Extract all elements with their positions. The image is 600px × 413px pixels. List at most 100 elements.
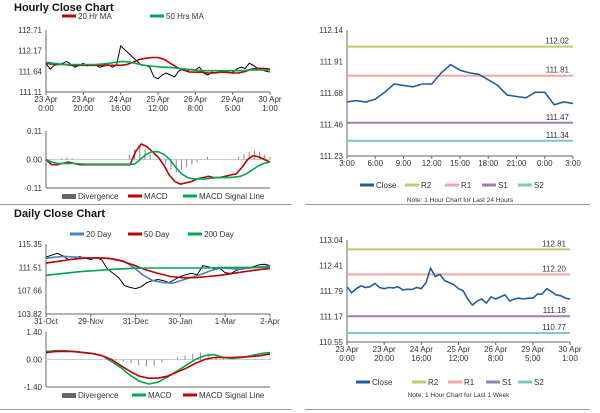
x-tick-label: 26 Apr <box>184 95 207 104</box>
legend-swatch <box>62 194 76 199</box>
x-tick-label: 1-Mar <box>215 317 236 326</box>
x-tick-label: 20:00 <box>374 354 395 363</box>
y-tick-label: 111.64 <box>19 67 43 76</box>
x-tick-label: 5:00 <box>225 104 241 113</box>
legend-label: 50 Hrs MA <box>166 12 204 21</box>
legend-swatch <box>62 393 76 398</box>
x-tick-label: 23 Apr <box>373 345 396 354</box>
x-tick-label: 18:00 <box>478 159 499 168</box>
x-tick-label: 31-Oct <box>34 317 59 326</box>
x-tick-label: 16:00 <box>411 354 432 363</box>
legend-label: S2 <box>534 378 544 387</box>
x-tick-label: 0:00 <box>537 159 553 168</box>
y-tick-label: 112.17 <box>18 47 42 56</box>
x-tick-label: 23 Apr <box>72 95 95 104</box>
series-macd-signal-line <box>45 350 271 380</box>
hourly-section-title: Hourly Close Chart <box>14 2 114 14</box>
x-tick-label: 23 Apr <box>335 345 358 354</box>
legend-label: Divergence <box>78 391 119 400</box>
x-tick-label: 12:00 <box>422 159 443 168</box>
level-label: 112.20 <box>542 264 566 273</box>
x-tick-label: 1:00 <box>262 104 278 113</box>
x-tick-label: 25 Apr <box>146 95 169 104</box>
divider <box>305 204 590 205</box>
y-tick-label: 0.00 <box>26 356 42 365</box>
legend-label: S2 <box>534 181 544 190</box>
legend-label: MACD Signal Line <box>199 192 265 201</box>
legend-label: MACD Signal Line <box>199 391 265 400</box>
y-tick-label: 112.71 <box>18 26 42 35</box>
y-tick-label: 111.17 <box>320 313 344 322</box>
x-tick-label: 29 Apr <box>221 95 244 104</box>
level-label: 111.81 <box>546 66 570 75</box>
x-tick-label: 3:00 <box>565 159 581 168</box>
level-label: 112.02 <box>545 37 569 46</box>
legend-label: MACD <box>148 391 172 400</box>
legend-label: 20 Hr MA <box>78 12 112 21</box>
chart-note: Note: 1 Hour Chart for Last 24 Hours <box>407 197 514 204</box>
legend-label: R2 <box>428 378 439 387</box>
y-tick-label: 111.68 <box>320 89 344 98</box>
y-tick-label: 110.55 <box>319 338 343 347</box>
y-tick-label: 111.46 <box>320 121 344 130</box>
divider <box>305 409 590 410</box>
x-tick-label: 16:00 <box>111 104 132 113</box>
series-close <box>45 44 271 80</box>
y-tick-label: 0.00 <box>26 156 42 165</box>
x-tick-label: 5:00 <box>525 354 541 363</box>
y-tick-label: 111.79 <box>320 287 344 296</box>
legend-label: S1 <box>498 181 508 190</box>
series-macd <box>45 349 271 385</box>
legend-label: 50 Day <box>144 230 169 239</box>
x-tick-label: 24 Apr <box>109 95 132 104</box>
x-tick-label: 8:00 <box>488 354 504 363</box>
y-tick-label: -1.40 <box>24 383 43 392</box>
x-tick-label: 30-Jan <box>168 317 192 326</box>
x-tick-label: 30 Apr <box>558 345 581 354</box>
y-tick-label: 107.66 <box>18 287 43 296</box>
legend-label: Close <box>372 378 393 387</box>
chart-note: Note: 1 Hour Chart for Last 1 Week <box>408 392 511 399</box>
series-close <box>346 266 571 307</box>
y-tick-label: 1.40 <box>26 328 42 337</box>
x-tick-label: 3:00 <box>339 159 355 168</box>
x-tick-label: 31-Dec <box>123 317 149 326</box>
x-tick-label: 30 Apr <box>258 95 281 104</box>
x-tick-label: 0:00 <box>38 104 54 113</box>
level-label: 112.81 <box>542 239 566 248</box>
legend-label: Divergence <box>78 192 119 201</box>
x-tick-label: 2-Apr <box>260 317 280 326</box>
y-tick-label: 0.11 <box>27 127 43 136</box>
y-tick-label: 115.35 <box>18 240 42 249</box>
x-tick-label: 24 Apr <box>410 345 433 354</box>
series-macd-signal-line <box>45 150 271 180</box>
x-tick-label: 21:00 <box>506 159 527 168</box>
divider <box>0 204 292 205</box>
x-tick-label: 12:00 <box>448 354 469 363</box>
x-tick-label: 6:00 <box>367 159 383 168</box>
x-tick-label: 23 Apr <box>34 95 57 104</box>
series-200-day <box>45 266 270 277</box>
x-tick-label: 1:00 <box>562 354 578 363</box>
legend-label: 20 Day <box>86 230 111 239</box>
legend-label: 200 Day <box>204 230 234 239</box>
y-tick-label: 111.91 <box>320 58 344 67</box>
x-tick-label: 12:00 <box>148 104 169 113</box>
series-50-hrs-ma <box>45 60 270 72</box>
level-label: 111.18 <box>543 306 567 315</box>
level-label: 111.47 <box>546 113 570 122</box>
legend-label: R2 <box>421 181 432 190</box>
x-tick-label: 29-Nov <box>78 317 104 326</box>
x-tick-label: 15:00 <box>450 159 471 168</box>
divider <box>0 409 292 410</box>
x-tick-label: 25 Apr <box>447 345 470 354</box>
legend-label: R1 <box>464 378 475 387</box>
y-tick-label: 112.41 <box>319 262 343 271</box>
y-tick-label: 113.04 <box>319 236 343 245</box>
legend-label: R1 <box>461 181 472 190</box>
legend-label: MACD <box>144 192 168 201</box>
x-tick-label: 0:00 <box>339 354 355 363</box>
x-tick-label: 29 Apr <box>521 345 544 354</box>
y-tick-label: 103.82 <box>18 310 43 319</box>
